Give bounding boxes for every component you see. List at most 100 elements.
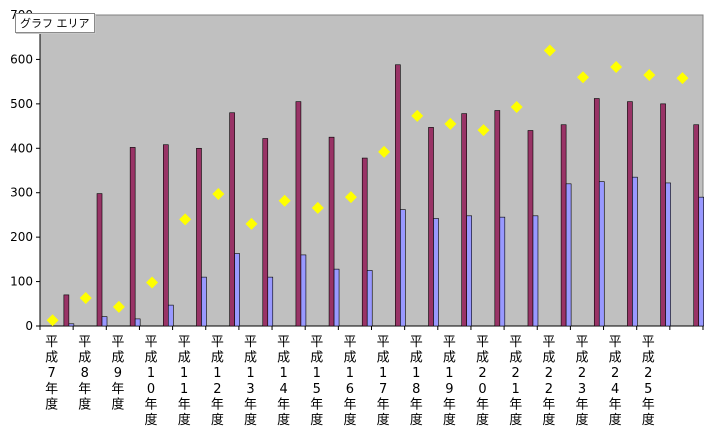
marker-series3[interactable] <box>411 109 424 122</box>
bar-series2[interactable] <box>267 276 274 327</box>
bar-series1[interactable] <box>527 130 534 327</box>
marker-series3[interactable] <box>344 191 357 204</box>
marker-series3[interactable] <box>146 276 159 289</box>
bar-series2[interactable] <box>499 216 506 327</box>
marker-series3[interactable] <box>543 44 556 57</box>
bar-series2[interactable] <box>433 218 439 327</box>
bar-series1[interactable] <box>196 147 202 327</box>
x-tick-label: 1 <box>412 366 420 381</box>
x-tick-label: 成 <box>542 351 555 366</box>
x-tick-label: 平 <box>476 335 489 350</box>
bar-series1[interactable] <box>361 157 368 327</box>
bar-series2[interactable] <box>532 215 539 327</box>
x-tick-label: 0 <box>478 382 486 397</box>
x-tick-label: 度 <box>277 412 290 428</box>
marker-series3[interactable] <box>46 314 59 327</box>
bar-series1[interactable] <box>163 144 169 327</box>
x-tick-label: 年 <box>111 382 124 397</box>
bar-series2[interactable] <box>698 196 704 327</box>
x-tick-label: 成 <box>476 351 489 366</box>
bar-series1[interactable] <box>627 101 633 327</box>
x-tick-label: 成 <box>343 351 356 366</box>
bar-series1[interactable] <box>660 103 666 327</box>
marker-series3[interactable] <box>378 145 391 158</box>
marker-series3[interactable] <box>676 72 689 85</box>
bar-series1[interactable] <box>63 294 70 327</box>
bar-series2[interactable] <box>234 253 240 327</box>
marker-series3[interactable] <box>477 124 490 137</box>
bar-series2[interactable] <box>333 268 340 327</box>
bar-series1[interactable] <box>262 138 269 327</box>
x-tick-label: 2 <box>213 382 221 397</box>
x-tick-label: 4 <box>611 382 619 397</box>
bar-series2[interactable] <box>201 276 207 327</box>
x-tick-label: 年 <box>642 397 655 412</box>
x-tick-label: 平 <box>211 335 224 350</box>
bar-series1[interactable] <box>295 101 302 327</box>
y-tick-label: 100 <box>10 275 33 289</box>
bar-series2[interactable] <box>168 304 174 327</box>
marker-series3[interactable] <box>576 71 589 84</box>
bar-series2[interactable] <box>68 323 75 327</box>
bar-series1[interactable] <box>328 136 335 327</box>
chart-area-tooltip: グラフ エリア <box>15 13 95 33</box>
x-tick-label: 年 <box>609 397 622 412</box>
bar-series2[interactable] <box>598 181 605 327</box>
y-tick-label: 400 <box>10 141 33 155</box>
bar-series2[interactable] <box>101 316 108 327</box>
y-tick-label: 0 <box>25 319 33 333</box>
x-tick-label: 成 <box>244 351 257 366</box>
x-tick-label: 平 <box>642 335 655 350</box>
x-tick-label: 9 <box>114 366 122 381</box>
bar-series1[interactable] <box>593 98 600 327</box>
x-tick-label: 1 <box>512 382 520 397</box>
marker-series3[interactable] <box>79 292 92 305</box>
x-tick-label: 度 <box>45 396 58 412</box>
bar-series2[interactable] <box>366 270 373 327</box>
bar-series2[interactable] <box>300 254 307 327</box>
marker-series3[interactable] <box>510 100 523 113</box>
x-tick-label: 度 <box>410 412 423 428</box>
x-tick-label: 平 <box>509 335 522 350</box>
y-tick-label: 600 <box>10 52 33 66</box>
x-tick-label: 成 <box>575 351 588 366</box>
marker-series3[interactable] <box>245 217 258 230</box>
bar-series1[interactable] <box>693 124 700 327</box>
bar-series1[interactable] <box>395 64 401 327</box>
bar-series1[interactable] <box>494 110 501 327</box>
bar-series2[interactable] <box>632 176 638 327</box>
marker-series3[interactable] <box>311 201 324 214</box>
x-tick-label: 年 <box>410 397 423 412</box>
x-tick-label: 1 <box>313 366 321 381</box>
marker-series3[interactable] <box>610 60 623 73</box>
bar-series2[interactable] <box>665 182 671 327</box>
x-tick-label: 成 <box>310 351 323 366</box>
x-tick-label: 1 <box>213 366 221 381</box>
marker-series3[interactable] <box>444 117 457 130</box>
marker-series3[interactable] <box>212 188 225 201</box>
x-tick-label: 度 <box>343 412 356 428</box>
bar-series2[interactable] <box>565 183 572 327</box>
x-tick-label: 平 <box>410 335 423 350</box>
x-tick-label: 1 <box>246 366 254 381</box>
bar-series1[interactable] <box>428 127 434 327</box>
y-tick-label: 200 <box>10 230 33 244</box>
x-tick-label: 成 <box>509 351 522 366</box>
marker-series3[interactable] <box>643 68 656 81</box>
x-tick-label: 6 <box>346 382 354 397</box>
bar-series2[interactable] <box>400 209 406 327</box>
marker-series3[interactable] <box>179 213 192 226</box>
bar-series1[interactable] <box>129 147 136 327</box>
bar-series1[interactable] <box>229 112 235 327</box>
bar-series2[interactable] <box>466 215 472 327</box>
bar-series1[interactable] <box>461 113 467 327</box>
bar-series1[interactable] <box>96 193 103 327</box>
bar-series2[interactable] <box>134 318 141 327</box>
y-tick-label: 500 <box>10 97 33 111</box>
marker-series3[interactable] <box>112 300 125 313</box>
x-tick-label: 度 <box>178 412 191 428</box>
bar-series1[interactable] <box>560 124 567 327</box>
x-tick-label: 年 <box>310 397 323 412</box>
marker-series3[interactable] <box>278 194 291 207</box>
